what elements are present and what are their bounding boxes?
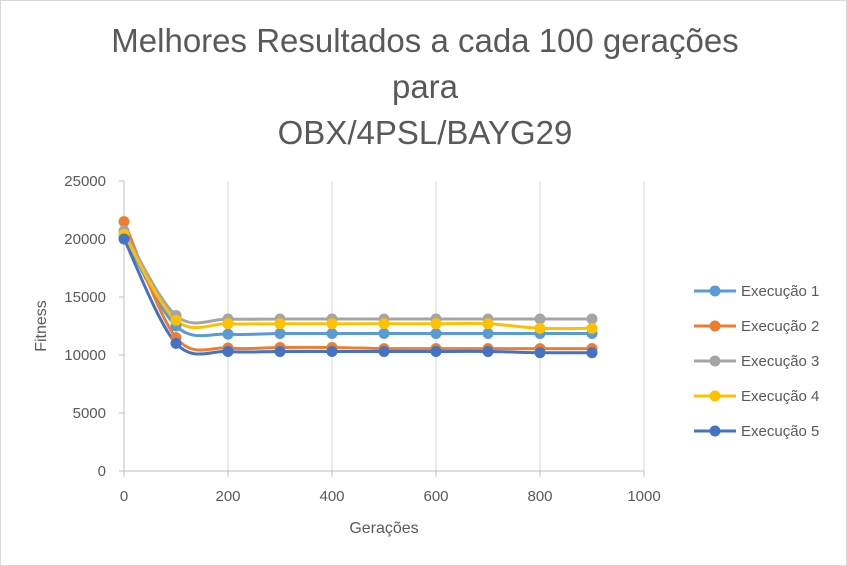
x-tick-label: 600 <box>423 488 448 505</box>
data-point-series-5 <box>482 346 494 358</box>
x-tick-label: 800 <box>527 488 552 505</box>
legend-label: Execução 1 <box>741 283 819 300</box>
data-point-series-4 <box>430 318 442 330</box>
data-point-series-4 <box>378 318 390 330</box>
x-tick-label: 200 <box>215 488 240 505</box>
data-point-series-5 <box>430 346 442 358</box>
y-tick-label: 20000 <box>64 231 106 248</box>
data-point-series-4 <box>482 318 494 330</box>
x-tick-label: 400 <box>319 488 344 505</box>
series-line-4 <box>122 233 593 331</box>
series-line-3 <box>122 230 592 325</box>
data-point-series-3 <box>586 313 598 325</box>
data-point-series-4 <box>274 318 286 330</box>
data-point-series-5 <box>586 347 598 359</box>
legend-label: Execução 5 <box>741 423 819 440</box>
legend: Execução 1 Execução 2 Execução 3 Execução 4… <box>694 283 819 440</box>
chart-title: Melhores Resultados a cada 100 gerações … <box>40 18 810 156</box>
legend-label: Execução 4 <box>741 388 819 405</box>
data-point-series-4 <box>326 318 338 330</box>
legend-label: Execução 2 <box>741 318 819 335</box>
series-lines <box>122 220 593 356</box>
data-point-series-1 <box>222 328 234 340</box>
chart-title-line-2: para <box>391 68 459 105</box>
series-line-1 <box>122 234 592 338</box>
data-point-series-5 <box>118 233 130 245</box>
legend-swatch-marker <box>709 425 721 437</box>
data-point-series-1 <box>430 328 442 340</box>
legend-item-5: Execução 5 <box>694 423 819 440</box>
data-point-series-2 <box>118 216 130 228</box>
chart-title-line-3: OBX/4PSL/BAYG29 <box>277 114 573 151</box>
data-point-series-5 <box>222 346 234 358</box>
x-tick-label: 1000 <box>627 488 660 505</box>
chart-title-line-1: Melhores Resultados a cada 100 gerações <box>111 22 739 59</box>
legend-swatch-marker <box>709 285 721 297</box>
data-point-series-3 <box>534 313 546 325</box>
series-line-2 <box>122 220 592 352</box>
series-points <box>118 216 598 359</box>
legend-item-2: Execução 2 <box>694 318 819 335</box>
y-tick-label: 10000 <box>64 347 106 364</box>
data-point-series-5 <box>534 347 546 359</box>
y-tick-label: 15000 <box>64 289 106 306</box>
data-point-series-4 <box>586 322 598 334</box>
data-point-series-5 <box>326 346 338 358</box>
legend-item-1: Execução 1 <box>694 283 819 300</box>
tick-labels: 0 200 400 600 800 100005000100001500020000250… <box>64 173 660 505</box>
x-axis-label: Gerações <box>349 520 418 537</box>
data-point-series-1 <box>378 328 390 340</box>
legend-swatch-marker <box>709 390 721 402</box>
legend-item-3: Execução 3 <box>694 353 819 370</box>
y-axis-label: Fitness <box>33 300 50 352</box>
data-point-series-5 <box>274 346 286 358</box>
data-point-series-5 <box>170 337 182 349</box>
data-point-series-4 <box>170 314 182 326</box>
legend-item-4: Execução 4 <box>694 388 819 405</box>
data-point-series-4 <box>534 322 546 334</box>
data-point-series-4 <box>222 318 234 330</box>
y-tick-label: 0 <box>98 463 106 480</box>
legend-swatch-marker <box>709 320 721 332</box>
series-line-5 <box>122 238 593 356</box>
y-tick-label: 25000 <box>64 173 106 190</box>
legend-label: Execução 3 <box>741 353 819 370</box>
x-tick-label: 0 <box>120 488 128 505</box>
data-point-series-1 <box>326 328 338 340</box>
data-point-series-5 <box>378 346 390 358</box>
y-tick-label: 5000 <box>73 405 106 422</box>
legend-swatch-marker <box>709 355 721 367</box>
data-point-series-1 <box>482 328 494 340</box>
data-point-series-1 <box>274 328 286 340</box>
